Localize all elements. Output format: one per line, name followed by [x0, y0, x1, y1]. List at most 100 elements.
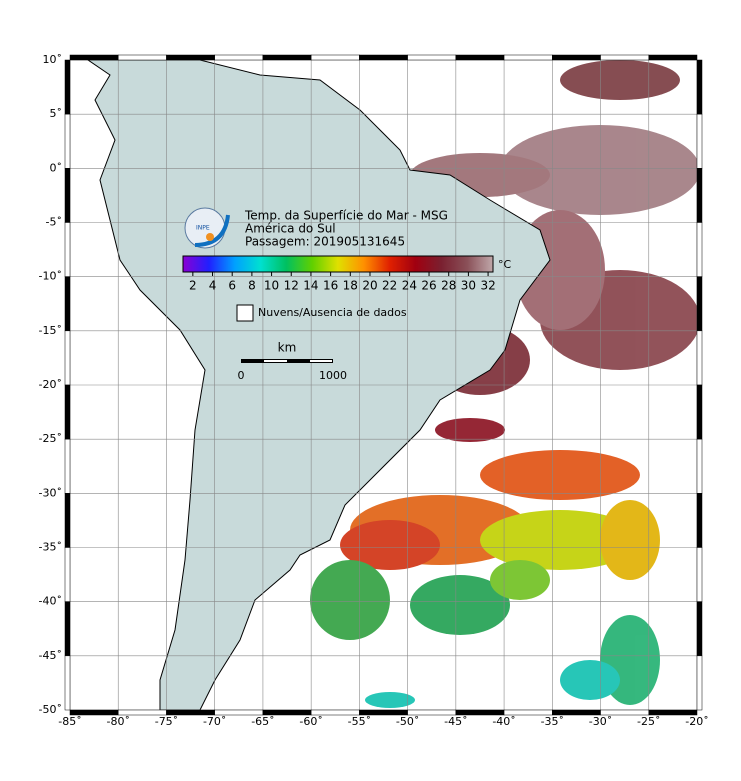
- lat-tick-label: -45˚: [39, 649, 62, 662]
- legend-label: Nuvens/Ausencia de dados: [258, 306, 407, 319]
- lon-tick-label: -85˚: [58, 715, 81, 728]
- lon-tick-label: -65˚: [251, 715, 274, 728]
- frame-segment: [696, 547, 703, 602]
- frame-segment: [64, 655, 71, 711]
- lon-tick-label: -25˚: [637, 715, 660, 728]
- frame-segment: [262, 54, 312, 61]
- colorbar-tick-label: 6: [228, 279, 236, 293]
- title-line: Temp. da Superfície do Mar - MSG: [244, 209, 448, 223]
- title-line: América do Sul: [245, 222, 336, 236]
- scale-bar-segment: [310, 360, 332, 362]
- frame-segment: [696, 330, 703, 386]
- lon-tick-label: -60˚: [299, 715, 322, 728]
- frame-segment: [64, 222, 71, 277]
- sst-field: [310, 60, 697, 708]
- lon-tick-label: -50˚: [396, 715, 419, 728]
- frame-segment: [214, 54, 264, 61]
- colorbar-tick-label: 14: [303, 279, 318, 293]
- lat-tick-label: 0˚: [50, 161, 63, 174]
- frame-segment: [455, 54, 505, 61]
- logo-text: INPE: [196, 225, 210, 232]
- lat-tick-label: -35˚: [39, 541, 62, 554]
- frame-segment: [600, 54, 650, 61]
- lat-tick-label: -5˚: [46, 216, 62, 229]
- colorbar-tick-label: 28: [441, 279, 456, 293]
- lat-tick-label: 10˚: [43, 53, 63, 66]
- frame-segment: [552, 54, 601, 61]
- logo-arrow: [194, 214, 230, 247]
- frame-segment: [696, 493, 703, 548]
- lat-tick-label: -15˚: [39, 324, 62, 337]
- lon-tick-label: -75˚: [155, 715, 178, 728]
- frame-segment: [696, 655, 703, 711]
- lat-tick-label: -40˚: [39, 595, 62, 608]
- graticule: [70, 60, 697, 710]
- colorbar-tick-label: 32: [480, 279, 495, 293]
- colorbar-tick-label: 22: [382, 279, 397, 293]
- frame-segment: [64, 276, 71, 332]
- colorbar-tick-label: 24: [402, 279, 417, 293]
- frame-segment: [64, 547, 71, 602]
- frame-segment: [69, 54, 119, 61]
- frame-segment: [696, 222, 703, 277]
- frame-segment: [648, 54, 698, 61]
- map-area: [70, 60, 697, 710]
- frame-segment: [64, 384, 71, 440]
- frame-segment: [359, 54, 408, 61]
- lon-tick-label: -80˚: [106, 715, 129, 728]
- colorbar-ramp: [182, 255, 494, 273]
- lat-tick-label: -30˚: [39, 486, 62, 499]
- frame-segment: [64, 59, 71, 115]
- colorbar-tick-label: 30: [461, 279, 476, 293]
- frame-segment: [64, 601, 71, 657]
- frame-segment: [696, 601, 703, 657]
- frame-segment: [696, 113, 703, 169]
- frame-segment: [64, 113, 71, 169]
- lat-tick-label: -20˚: [39, 378, 62, 391]
- frame-segment: [696, 438, 703, 494]
- lon-tick-label: -35˚: [541, 715, 564, 728]
- colorbar: 2 4 6 8 10 12 14 16 18 20 22 24 26 28 30 32: [182, 255, 496, 293]
- lon-tick-label: -55˚: [348, 715, 371, 728]
- logo-dot: [206, 233, 214, 241]
- lat-tick-label: 5˚: [50, 107, 63, 120]
- colorbar-tick-label: 16: [323, 279, 338, 293]
- lon-tick-label: -30˚: [589, 715, 612, 728]
- title-line: Passagem: 201905131645: [245, 235, 405, 249]
- colorbar-tick-label: 26: [421, 279, 436, 293]
- map-frame: [64, 54, 703, 716]
- frame-segment: [503, 54, 553, 61]
- scale-label: 1000: [319, 369, 347, 382]
- frame-segment: [407, 54, 457, 61]
- frame-segment: [696, 276, 703, 332]
- colorbar-tick-label: 10: [264, 279, 279, 293]
- frame-segment: [166, 54, 215, 61]
- frame-segment: [696, 59, 703, 115]
- lon-tick-label: -40˚: [492, 715, 515, 728]
- frame-segment: [696, 168, 703, 223]
- frame-segment: [64, 493, 71, 548]
- colorbar-tick-label: 18: [343, 279, 358, 293]
- colorbar-tick-label: 20: [362, 279, 377, 293]
- scale-unit: km: [278, 341, 297, 355]
- lat-tick-label: -10˚: [39, 270, 62, 283]
- lon-tick-label: -20˚: [685, 715, 708, 728]
- scale-label: 0: [238, 369, 245, 382]
- frame-segment: [310, 54, 360, 61]
- frame-segment: [64, 330, 71, 386]
- scale-bar-segment: [264, 360, 287, 362]
- colorbar-tick-label: 4: [209, 279, 217, 293]
- colorbar-tick-label: 8: [248, 279, 256, 293]
- lat-tick-label: -50˚: [39, 703, 62, 716]
- frame-segment: [117, 54, 167, 61]
- colorbar-tick-label: 12: [284, 279, 299, 293]
- axes: -85˚ -80˚ -75˚ -70˚ -65˚ -60˚ -55˚ -50˚ -45˚ -40˚…: [39, 53, 709, 728]
- frame-segment: [696, 384, 703, 440]
- frame-segment: [64, 168, 71, 223]
- colorbar-unit: °C: [498, 258, 512, 271]
- frame-segment: [64, 438, 71, 494]
- lat-tick-label: -25˚: [39, 432, 62, 445]
- frame-segment: [648, 709, 698, 716]
- lon-tick-label: -45˚: [444, 715, 467, 728]
